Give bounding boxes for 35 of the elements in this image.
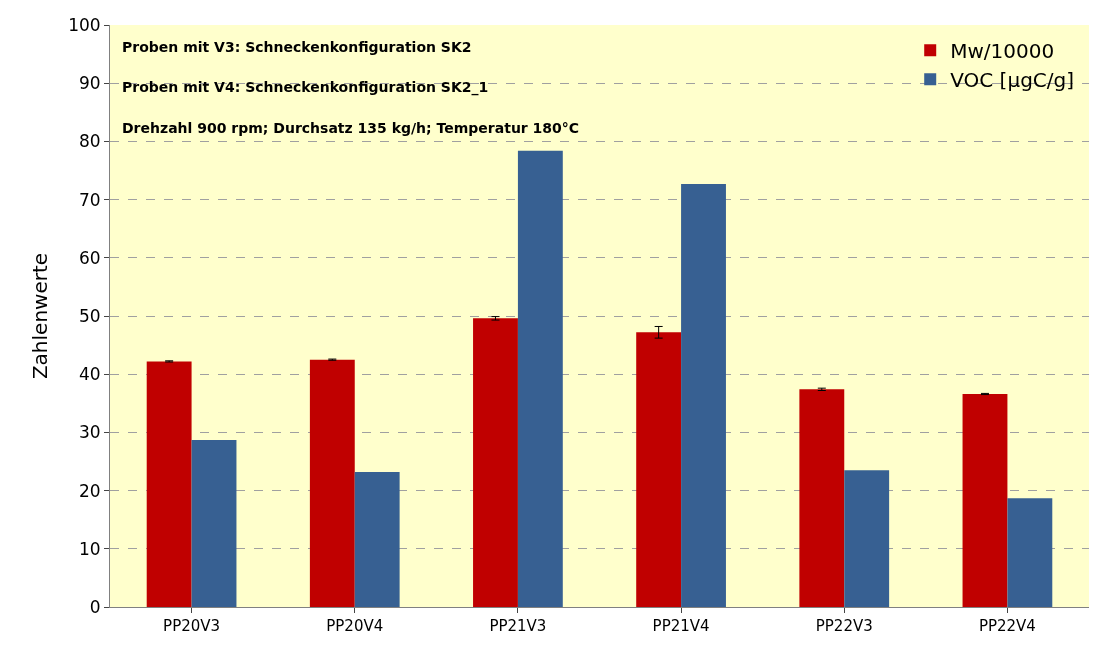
x-tick-label: PP21V3 [489,617,547,635]
bar [962,393,1008,607]
y-tick-label: 20 [78,480,101,501]
y-tick-label: 10 [78,538,101,559]
bar [681,183,726,607]
y-tick-label: 60 [78,247,101,268]
y-tick-label: 40 [78,364,101,385]
y-tick-label: 80 [78,131,101,152]
x-tick-label: PP20V3 [163,617,221,635]
bar [844,470,890,607]
bar [191,439,237,607]
annotation: Proben mit V4: Schneckenkonfiguration SK2_1 [122,79,489,96]
y-tick-label: 50 [78,305,101,326]
y-tick-label: 30 [78,422,101,443]
legend-label: VOC [µgC/g] [950,68,1075,93]
bar [309,359,355,607]
bar [1007,498,1053,607]
legend-label: Mw/10000 [950,39,1055,64]
bar [473,318,518,607]
y-tick-label: 0 [89,596,101,617]
bar [517,150,563,607]
x-tick-label: PP20V4 [326,617,384,635]
bar [146,361,192,607]
y-tick-label: 100 [68,14,101,35]
bar [636,332,682,607]
x-tick-label: PP22V4 [978,617,1036,635]
x-tick-label: PP21V4 [652,617,710,635]
y-tick-label: 70 [78,189,101,210]
bar [799,389,845,607]
x-tick-label: PP22V3 [815,617,873,635]
y-tick-label: 90 [78,73,101,94]
annotation: Proben mit V3: Schneckenkonfiguration SK2 [122,39,472,55]
bar [354,471,400,607]
y-axis-title: Zahlenwerte [27,252,52,380]
annotation: Drehzahl 900 rpm; Durchsatz 135 kg/h; Temperatur 180°C [122,120,580,136]
